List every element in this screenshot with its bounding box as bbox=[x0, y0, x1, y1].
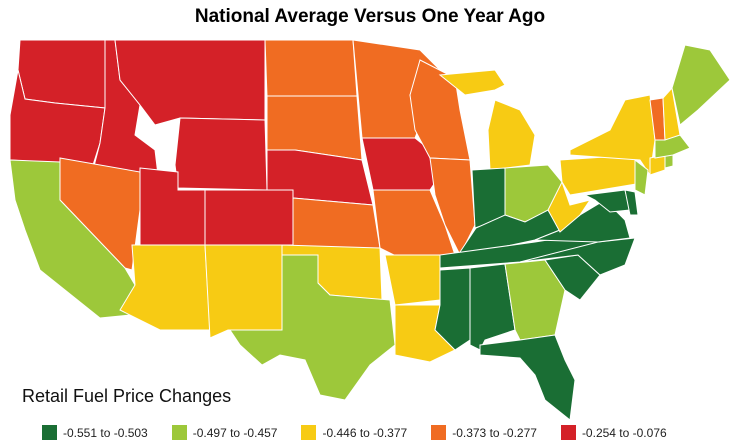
legend-label: -0.551 to -0.503 bbox=[63, 425, 148, 440]
legend-item: -0.254 to -0.076 bbox=[560, 425, 667, 440]
state-DE bbox=[624, 189, 639, 216]
state-TX bbox=[229, 254, 396, 401]
legend-item: -0.446 to -0.377 bbox=[301, 425, 407, 440]
legend-item: -0.373 to -0.277 bbox=[431, 425, 537, 440]
state-AZ bbox=[119, 244, 211, 331]
legend-swatch bbox=[171, 425, 187, 440]
legend-swatch bbox=[560, 425, 576, 440]
state-ND bbox=[264, 39, 358, 97]
state-ME bbox=[671, 44, 731, 126]
state-FL bbox=[479, 334, 576, 421]
map-title: National Average Versus One Year Ago bbox=[194, 6, 546, 27]
legend-swatch bbox=[42, 425, 57, 440]
state-MD bbox=[583, 189, 631, 213]
legend-swatch bbox=[301, 425, 317, 440]
state-NH bbox=[662, 86, 681, 141]
state-WA bbox=[17, 39, 106, 109]
legend-item: -0.497 to -0.457 bbox=[171, 425, 278, 440]
state-RI bbox=[664, 154, 674, 169]
state-KS bbox=[292, 197, 381, 249]
state-MI bbox=[438, 69, 536, 171]
legend-label: -0.254 to -0.076 bbox=[581, 425, 667, 440]
legend-title: Retail Fuel Price Changes bbox=[22, 386, 232, 406]
legend-label: -0.446 to -0.377 bbox=[322, 425, 408, 440]
state-CO bbox=[204, 189, 294, 246]
state-NM bbox=[204, 244, 283, 339]
legend: -0.551 to -0.503 -0.497 to -0.457 -0.446… bbox=[42, 425, 691, 440]
state-PA bbox=[559, 154, 643, 196]
legend-label: -0.373 to -0.277 bbox=[452, 425, 537, 440]
state-AR bbox=[384, 254, 441, 306]
state-WY bbox=[174, 117, 268, 191]
state-NJ bbox=[634, 158, 649, 196]
legend-item: -0.551 to -0.503 bbox=[42, 425, 148, 440]
legend-swatch bbox=[431, 425, 447, 440]
legend-label: -0.497 to -0.457 bbox=[192, 425, 278, 440]
state-CA bbox=[9, 159, 136, 319]
